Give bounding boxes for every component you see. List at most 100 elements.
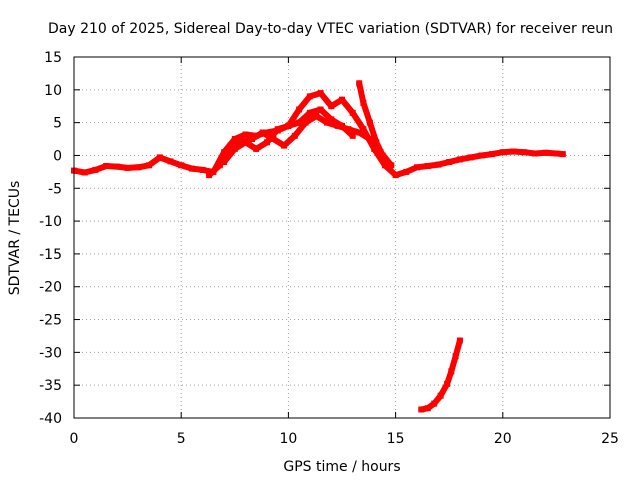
data-point [456,156,463,163]
data-point [328,116,335,123]
data-point [178,162,185,169]
data-point [356,80,363,87]
data-point [242,139,249,146]
data-point [253,145,260,152]
data-point [103,163,110,169]
data-point [339,96,345,103]
data-point [559,151,566,158]
data-point [306,93,313,100]
data-point [414,164,420,171]
data-point [435,161,442,168]
data-point [446,159,453,165]
data-point [296,106,303,113]
plot-frame [73,56,611,419]
data-point [81,169,88,176]
data-point [306,109,313,116]
data-point [381,162,388,169]
data-point [302,119,309,126]
data-point [452,353,459,360]
data-point [324,119,330,126]
data-point [553,150,560,157]
data-point [478,152,485,159]
data-point [216,162,223,169]
y-tick-label: 0 [53,148,62,164]
ticks: 0 5 10 15 20 25 15 10 5 0 -5 -10 -15 -20 -25 -30 -35 -40 [39,50,619,447]
data-point [92,166,99,173]
series-line-outlier-track [418,337,463,413]
data-point [510,148,517,155]
data-point [349,109,356,116]
x-tick-label: 15 [387,431,405,447]
data-point [296,119,303,126]
y-tick-label: -25 [39,313,62,329]
data-point [437,392,444,399]
data-point [349,132,356,139]
data-point [356,129,363,136]
y-tick-label: -20 [39,280,62,296]
x-axis-label: GPS time / hours [283,459,400,475]
y-tick-label: 15 [44,50,62,66]
data-point [392,172,399,179]
data-point [366,136,373,142]
data-point [259,129,266,136]
chart-title: Day 210 of 2025, Sidereal Day-to-day VTE… [48,21,613,37]
data-point [285,122,292,129]
data-point [206,172,213,179]
data-point [188,165,195,172]
series-layer [71,80,566,413]
data-point [532,150,538,157]
data-point [124,164,131,171]
data-point [360,126,367,133]
data-point [146,162,152,169]
data-point [424,163,431,169]
data-point [339,122,345,129]
data-point [328,103,335,110]
data-point [444,380,451,387]
y-tick-label: -5 [48,181,62,197]
data-point [386,162,393,169]
y-tick-label: 10 [44,83,62,99]
data-point [403,168,410,175]
data-point [167,158,174,165]
y-tick-label: -35 [39,378,62,394]
x-tick-label: 20 [494,431,512,447]
data-point [199,166,206,173]
data-point [448,368,455,375]
data-point [489,151,496,158]
data-point [360,99,367,106]
data-point [379,152,386,159]
data-point [221,159,228,165]
data-point [366,119,373,126]
data-point [431,400,438,407]
y-tick-label: -10 [39,214,62,230]
data-point [424,405,431,412]
x-tick-label: 5 [177,431,186,447]
data-point [113,163,120,170]
data-point [231,136,238,142]
data-point [456,337,463,344]
data-point [242,131,249,138]
data-point [467,154,474,161]
data-point [542,149,549,156]
data-point [317,90,324,97]
data-point [249,136,255,142]
data-point [231,145,238,152]
data-point [313,113,320,120]
y-tick-label: -40 [39,411,62,427]
x-tick-label: 10 [279,431,297,447]
y-tick-label: -15 [39,247,62,263]
data-point [274,126,281,133]
data-point [264,139,270,146]
x-tick-label: 0 [70,431,79,447]
data-point [499,149,506,156]
data-point [521,149,528,156]
data-point [373,139,380,146]
data-point [227,142,234,149]
data-point [418,406,425,413]
data-point [135,164,142,171]
data-point [156,154,163,161]
grid [74,57,610,418]
y-tick-label: 5 [53,116,62,132]
y-axis-label: SDTVAR / TECUs [7,181,23,296]
